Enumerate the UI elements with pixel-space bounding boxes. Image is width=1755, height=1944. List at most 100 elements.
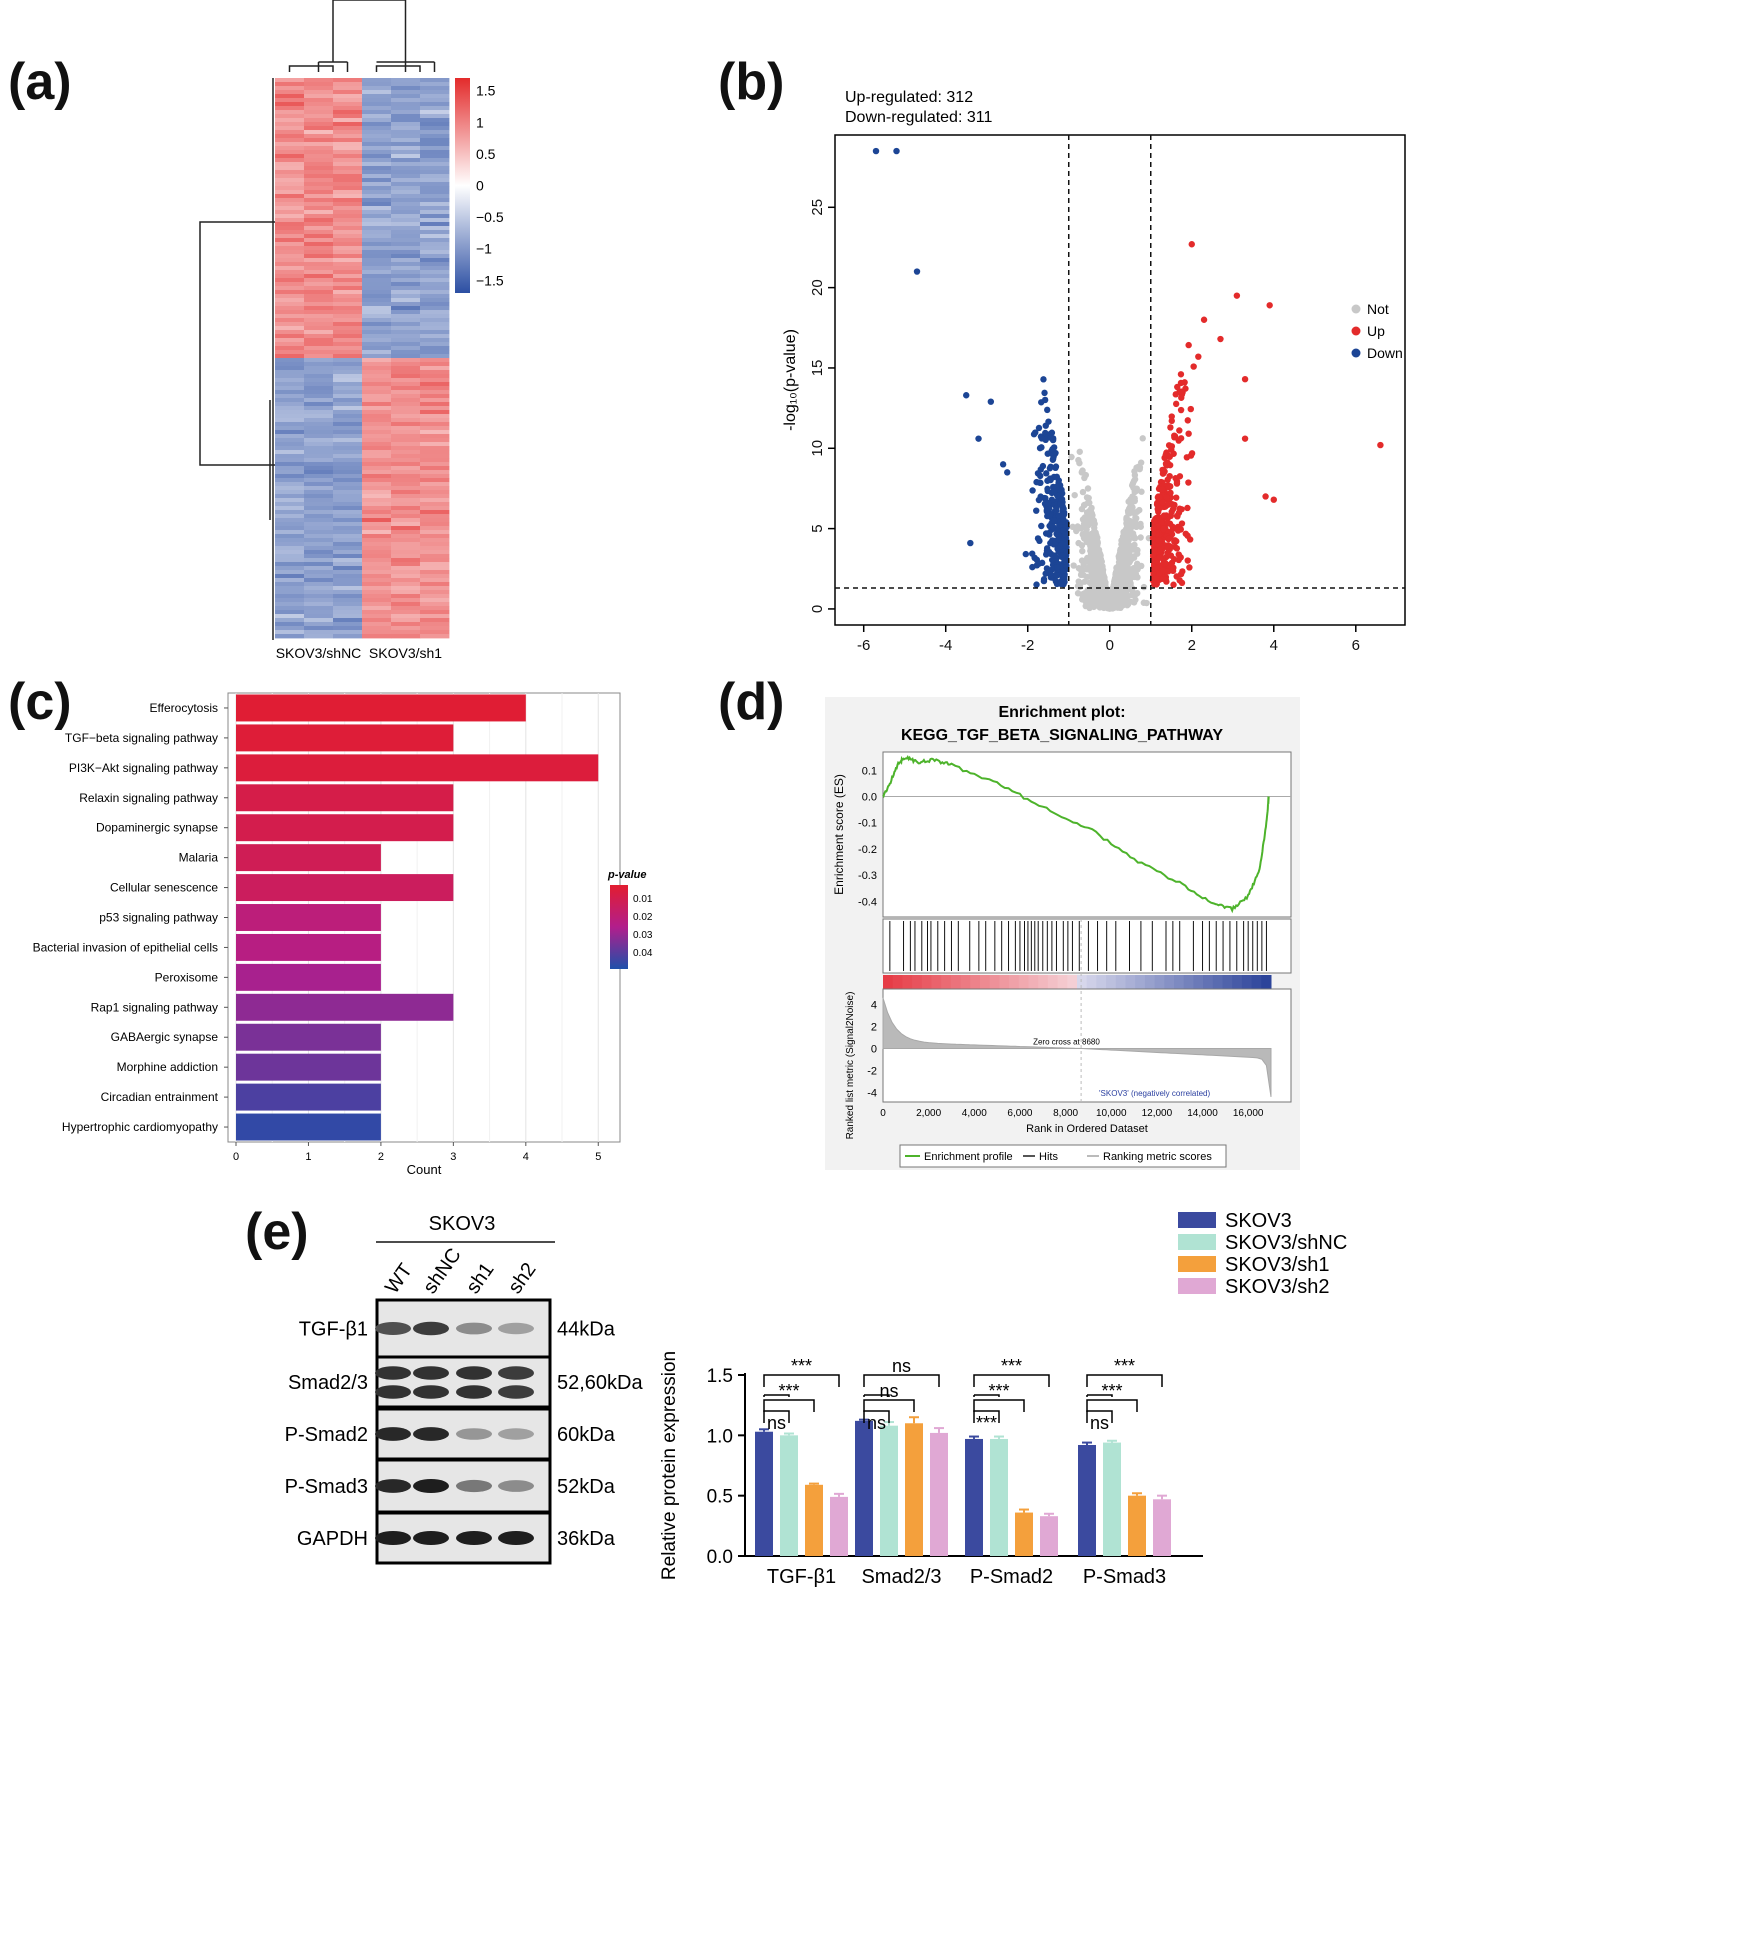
bar: [236, 1053, 381, 1081]
heatmap-cell: [333, 130, 363, 135]
heatmap-cell: [333, 78, 363, 83]
heatmap-cell: [333, 114, 363, 119]
heatmap-cell: [275, 450, 305, 455]
heatmap-cell: [304, 246, 334, 251]
heatmap-cell: [362, 294, 392, 299]
heatmap-cell: [391, 310, 421, 315]
heatmap-cell: [275, 78, 305, 83]
heatmap-cell: [420, 390, 450, 395]
up-point: [1160, 512, 1168, 519]
heatmap-cell: [362, 442, 392, 447]
heatmap-cell: [420, 222, 450, 227]
heatmap-cell: [333, 386, 363, 391]
bar: [830, 1496, 848, 1556]
heatmap-cell: [391, 562, 421, 567]
down-point: [1047, 476, 1054, 484]
down-point: [1045, 418, 1052, 425]
heatmap-cell: [333, 426, 363, 431]
heatmap-cell: [275, 594, 305, 599]
heatmap-cell: [333, 142, 363, 147]
heatmap-cell: [333, 506, 363, 511]
heatmap-cell: [420, 170, 450, 175]
heatmap-cell: [362, 222, 392, 227]
heatmap-cell: [333, 314, 363, 319]
heatmap-cell: [275, 202, 305, 207]
protein-name-label: TGF-β1: [299, 1319, 368, 1341]
heatmap-cell: [275, 366, 305, 371]
heatmap-cell: [362, 266, 392, 271]
up-point: [1162, 451, 1169, 459]
heatmap-cell: [420, 302, 450, 307]
heatmap-cell: [333, 90, 363, 95]
heatmap-cell: [391, 194, 421, 199]
heatmap-cell: [362, 78, 392, 83]
heatmap-cell: [391, 598, 421, 603]
up-point: [1190, 363, 1197, 370]
up-point: [1171, 432, 1178, 439]
heatmap-cell: [275, 398, 305, 403]
up-point: [1270, 496, 1277, 503]
heatmap-cell: [275, 102, 305, 107]
plot-title: Enrichment plot:: [998, 704, 1125, 721]
heatmap-cell: [362, 522, 392, 527]
down-point: [1036, 444, 1044, 452]
heatmap-cell: [362, 102, 392, 107]
heatmap-cell: [333, 278, 363, 283]
not-significant-point: [1075, 456, 1082, 464]
not-significant-point: [1124, 516, 1131, 524]
heatmap-cell: [304, 510, 334, 515]
heatmap-cell: [275, 446, 305, 451]
rank-color-segment: [1144, 975, 1156, 989]
heatmap-cell: [304, 306, 334, 311]
heatmap-cell: [362, 138, 392, 143]
down-point: [963, 392, 970, 399]
heatmap-cell: [304, 94, 334, 99]
heatmap-cell: [362, 302, 392, 307]
heatmap-cell: [420, 498, 450, 503]
heatmap-cell: [333, 594, 363, 599]
protein-band: [413, 1427, 449, 1441]
down-point: [872, 147, 880, 155]
up-point: [1168, 413, 1175, 420]
bar: [236, 784, 454, 812]
heatmap-cell: [391, 494, 421, 499]
heatmap-cell: [304, 154, 334, 159]
significance-label: ns: [867, 1413, 886, 1433]
up-point: [1163, 494, 1170, 501]
not-significant-point: [1076, 448, 1083, 455]
x-category-label: Smad2/3: [861, 1566, 941, 1588]
heatmap-cell: [420, 414, 450, 419]
down-point: [1051, 488, 1058, 495]
heatmap-cell: [391, 238, 421, 243]
heatmap-cell: [304, 470, 334, 475]
heatmap-cell: [362, 110, 392, 115]
heatmap-cell: [420, 378, 450, 383]
heatmap-cell: [362, 438, 392, 443]
heatmap-cell: [420, 106, 450, 111]
heatmap-cell: [275, 118, 305, 123]
down-point: [1045, 548, 1053, 556]
up-point: [1177, 379, 1185, 387]
heatmap-cell: [420, 634, 450, 639]
heatmap-cell: [362, 594, 392, 599]
heatmap-cell: [420, 418, 450, 423]
heatmap-cell: [362, 246, 392, 251]
heatmap-cell: [362, 530, 392, 535]
heatmap-cell: [391, 534, 421, 539]
heatmap-cell: [333, 94, 363, 99]
down-point: [1044, 485, 1051, 493]
heatmap-cell: [304, 334, 334, 339]
heatmap-cell: [304, 398, 334, 403]
significance-bracket-pair: [863, 1410, 890, 1423]
bar: [780, 1435, 798, 1556]
heatmap-cell: [391, 514, 421, 519]
heatmap-cell: [391, 458, 421, 463]
rank-color-segment: [1174, 975, 1185, 989]
heatmap-cell: [333, 514, 363, 519]
heatmap-cell: [420, 246, 450, 251]
heatmap-cell: [333, 86, 363, 91]
heatmap-cell: [362, 170, 392, 175]
metric-tick-label: -4: [867, 1088, 877, 1100]
down-point: [1029, 563, 1036, 571]
